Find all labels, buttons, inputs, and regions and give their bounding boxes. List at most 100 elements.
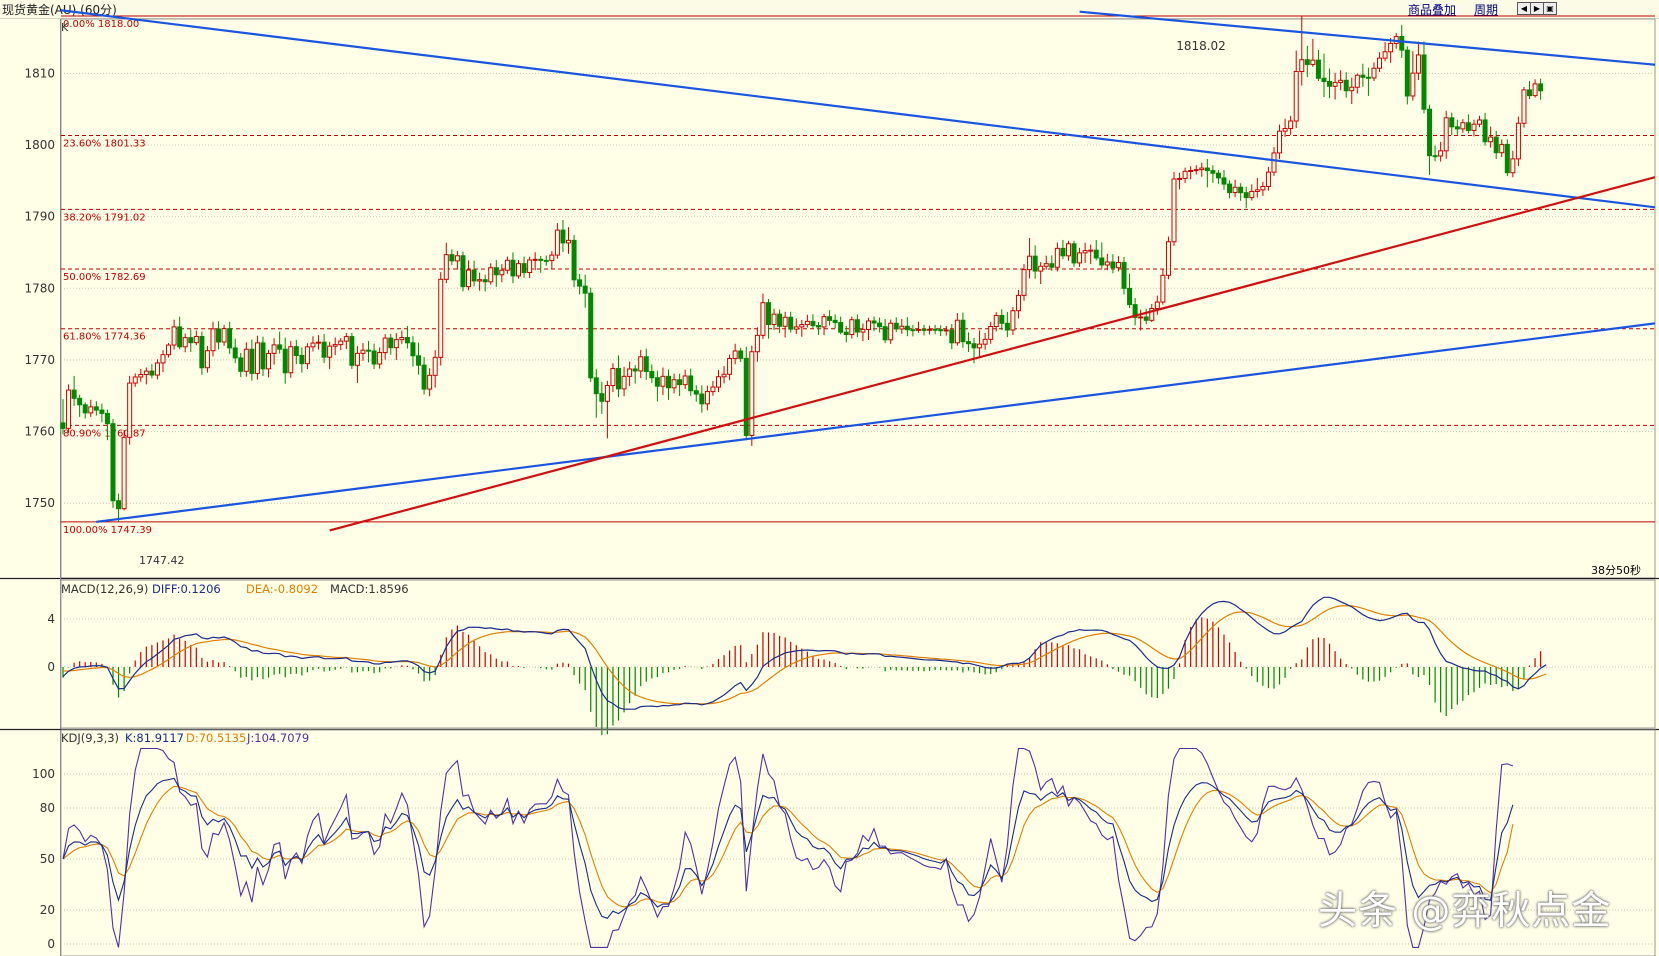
candle-body	[1232, 186, 1238, 194]
candle-body	[849, 319, 855, 335]
candle-body	[1488, 136, 1494, 143]
candle-body	[699, 393, 705, 405]
candle-body	[527, 259, 533, 274]
candle-body	[71, 389, 77, 399]
candle-body	[154, 362, 160, 376]
candle-body	[504, 259, 510, 271]
low-price-label: 1747.42	[139, 554, 185, 567]
candle-body	[399, 337, 405, 341]
candle-body	[99, 409, 105, 414]
candle-body	[754, 334, 760, 353]
candle-body	[1254, 189, 1260, 192]
candle-body	[982, 338, 988, 345]
candle-body	[416, 355, 422, 366]
candle-body	[232, 347, 238, 359]
candle-body	[499, 269, 505, 276]
candle-body	[1315, 59, 1321, 79]
candle-body	[1465, 122, 1471, 131]
candle-body	[899, 325, 905, 330]
candle-body	[599, 393, 605, 402]
candle-body	[1327, 80, 1333, 87]
candle-body	[1493, 136, 1499, 154]
candle-body	[999, 314, 1005, 324]
candle-body	[804, 320, 810, 326]
candle-body	[1504, 143, 1510, 174]
candle-body	[127, 382, 133, 438]
candle-body	[1304, 59, 1310, 65]
candle-body	[299, 354, 305, 365]
candle-body	[1038, 265, 1044, 272]
candle-body	[665, 375, 671, 389]
candle-body	[660, 375, 666, 387]
candle-body	[66, 389, 72, 429]
candle-body	[1421, 54, 1427, 110]
candle-body	[860, 328, 866, 333]
candle-body	[104, 412, 110, 425]
kdj-frame	[60, 729, 1656, 956]
candle-body	[393, 339, 399, 349]
candle-body	[954, 319, 960, 344]
candle-body	[460, 255, 466, 288]
candle-body	[1365, 76, 1371, 79]
candle-body	[854, 319, 860, 333]
candle-body	[1021, 269, 1027, 296]
candle-body	[1354, 74, 1360, 88]
candle-body	[277, 344, 283, 350]
candle-body	[710, 386, 716, 393]
candle-body	[1043, 263, 1049, 267]
candle-body	[1032, 255, 1038, 272]
candle-body	[838, 321, 844, 333]
candle-body	[677, 379, 683, 386]
candle-body	[521, 263, 527, 274]
candle-body	[171, 326, 177, 346]
watermark: 头条 @弈秋点金	[1318, 889, 1612, 934]
candle-body	[138, 374, 144, 378]
candle-body	[704, 391, 710, 405]
overlay-commodity-button[interactable]: 商品叠加	[1408, 3, 1457, 17]
y-tick-label: 4	[47, 612, 55, 626]
kdj-j-value: J:104.7079	[246, 731, 309, 745]
candle-body	[616, 367, 621, 390]
candle-body	[188, 337, 194, 344]
candle-body	[1260, 185, 1266, 191]
candle-body	[977, 343, 983, 349]
candle-body	[310, 342, 316, 348]
diff-line	[62, 596, 1547, 710]
kdj-k-line	[62, 777, 1514, 919]
candle-body	[360, 349, 366, 354]
candle-body	[116, 500, 122, 510]
candle-body	[182, 337, 188, 348]
kdj-d-value: D:70.5135	[186, 731, 246, 745]
candle-body	[1188, 169, 1194, 172]
main-panel-label: K	[61, 21, 69, 34]
candle-body	[1460, 122, 1466, 130]
candle-body	[1499, 143, 1505, 154]
candle-body	[1360, 74, 1366, 78]
candle-body	[1138, 316, 1144, 319]
candle-body	[204, 350, 210, 369]
restore-icon[interactable]: ▣	[1543, 2, 1557, 15]
candle-body	[316, 341, 322, 344]
candle-body	[1482, 119, 1488, 143]
candle-body	[1204, 167, 1210, 172]
candle-body	[260, 342, 266, 370]
candle-body	[1182, 170, 1188, 179]
candle-body	[199, 336, 205, 369]
candle-body	[1332, 81, 1338, 87]
candle-body	[877, 322, 883, 328]
candle-body	[1227, 183, 1233, 194]
candle-body	[449, 254, 455, 262]
y-tick-label: 1790	[24, 210, 55, 224]
candle-body	[166, 344, 172, 356]
candle-body	[227, 328, 233, 349]
candle-body	[832, 319, 838, 323]
candle-body	[1443, 117, 1449, 152]
candle-body	[1121, 262, 1127, 289]
candle-body	[988, 326, 994, 340]
fib-level-label: 50.00% 1782.69	[63, 272, 146, 283]
period-button[interactable]: 周期	[1474, 3, 1499, 17]
candle-body	[788, 316, 794, 330]
candle-body	[960, 319, 966, 343]
candle-body	[1321, 77, 1327, 82]
candle-body	[582, 285, 588, 294]
